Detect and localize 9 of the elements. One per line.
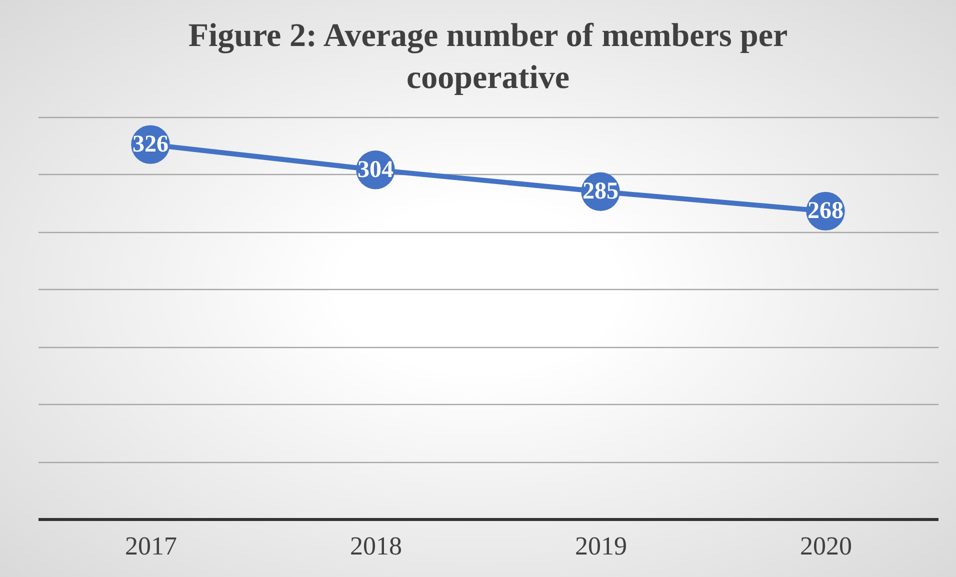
chart-title: Figure 2: Average number of members per cooperative [188, 18, 788, 96]
x-tick-label: 2018 [350, 532, 402, 560]
x-tick-label: 2020 [800, 532, 852, 560]
x-tick-label: 2019 [575, 532, 627, 560]
data-label: 326 [132, 132, 168, 158]
data-label: 268 [808, 198, 844, 224]
data-label: 304 [358, 156, 394, 183]
x-tick-label: 2017 [125, 532, 177, 560]
data-label: 285 [582, 178, 618, 205]
